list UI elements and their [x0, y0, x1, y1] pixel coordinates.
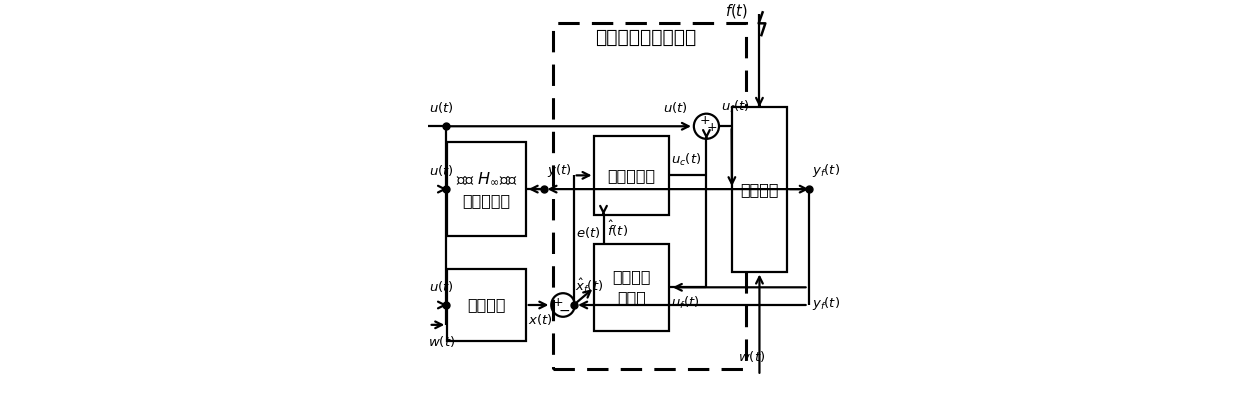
- Text: $f(t)$: $f(t)$: [724, 2, 748, 20]
- Text: $u_c(t)$: $u_c(t)$: [671, 152, 702, 168]
- Text: $\hat{x}_f(t)$: $\hat{x}_f(t)$: [575, 277, 604, 295]
- Text: $x(t)$: $x(t)$: [528, 312, 553, 328]
- Text: 补偿控制器: 补偿控制器: [608, 168, 656, 183]
- Text: −: −: [559, 304, 570, 318]
- Text: $u(t)$: $u(t)$: [663, 100, 688, 115]
- Text: 被控模型: 被控模型: [740, 181, 779, 197]
- Text: $y_f(t)$: $y_f(t)$: [812, 162, 841, 179]
- Text: $w(t)$: $w(t)$: [738, 349, 765, 363]
- Text: 主动悬架容错控制器: 主动悬架容错控制器: [595, 28, 697, 47]
- Text: 比例积分
观测器: 比例积分 观测器: [613, 269, 651, 305]
- Text: $w(t)$: $w(t)$: [428, 334, 455, 349]
- Text: $y(t)$: $y(t)$: [547, 162, 572, 179]
- Text: $u(t)$: $u(t)$: [429, 163, 454, 178]
- Bar: [594, 136, 670, 215]
- Text: $u_f(t)$: $u_f(t)$: [720, 100, 749, 115]
- Text: $\hat{f}(t)$: $\hat{f}(t)$: [606, 219, 627, 240]
- Text: +: +: [553, 296, 563, 309]
- Text: $u(t)$: $u(t)$: [429, 100, 454, 115]
- Text: $y_f(t)$: $y_f(t)$: [812, 295, 841, 312]
- Bar: [448, 269, 526, 341]
- Bar: [732, 107, 787, 271]
- Bar: [553, 23, 745, 369]
- Text: $u_f(t)$: $u_f(t)$: [671, 295, 699, 311]
- Text: +: +: [707, 121, 717, 134]
- Bar: [448, 142, 526, 236]
- Text: $e(t)$: $e(t)$: [577, 225, 600, 240]
- Bar: [594, 244, 670, 330]
- Text: $u(t)$: $u(t)$: [429, 279, 454, 294]
- Text: +: +: [699, 114, 711, 127]
- Text: 参考模型: 参考模型: [467, 297, 506, 312]
- Text: 鲁棒 $H_\infty$输出
反馈控制器: 鲁棒 $H_\infty$输出 反馈控制器: [455, 170, 517, 208]
